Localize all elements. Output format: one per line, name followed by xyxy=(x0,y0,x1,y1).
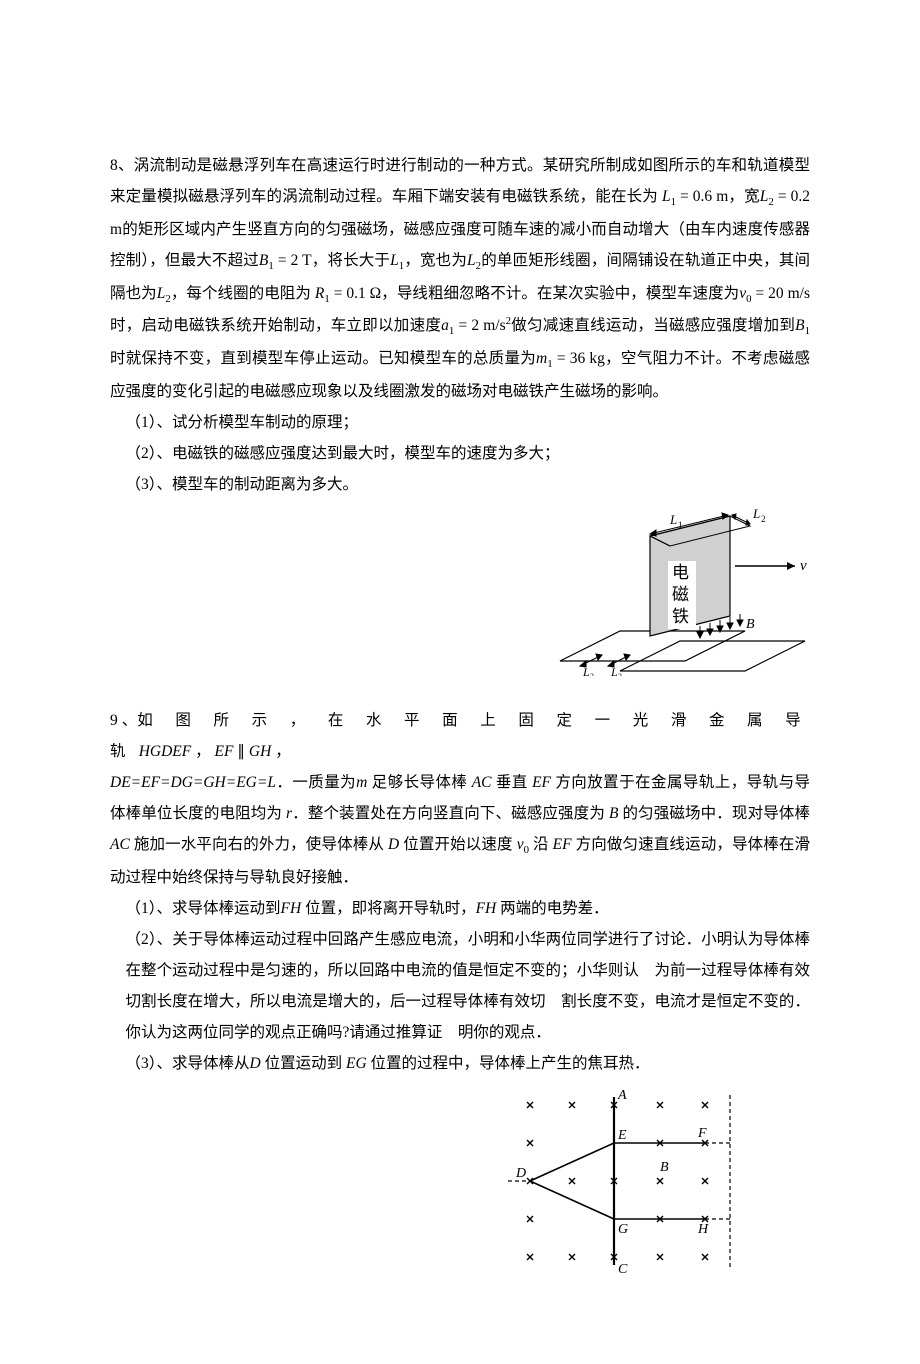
q9-eq: DE=EF=DG=GH=EG=L xyxy=(110,774,276,791)
q8-R1: R1 = 0.1 Ω xyxy=(315,285,381,302)
q9-s1c: 两端的电势差． xyxy=(500,900,609,917)
q8-L2s2: L2 xyxy=(157,285,171,302)
q9-figure-wrap: A C D E F G H B xyxy=(110,1085,810,1286)
q8-l3a: ，将长大于 xyxy=(312,252,391,269)
q9-l3b: 的匀强磁场中．现对导体棒 xyxy=(622,805,810,822)
q9-D: D xyxy=(388,836,399,853)
q9-FH2: FH xyxy=(476,900,497,917)
q9-AC2: AC xyxy=(110,836,130,853)
q9-s3a: （3）、求导体棒从 xyxy=(126,1055,250,1072)
q9-EF2: EF xyxy=(553,836,572,853)
q8-l4b: 时，启动电磁铁系统开始制动，车立即以加速度 xyxy=(110,317,441,334)
q9-l2b: ．一质量为 xyxy=(276,774,356,791)
svg-text:2: 2 xyxy=(618,672,622,676)
q9-fig-C: C xyxy=(618,1262,628,1275)
q8-number: 8、 xyxy=(110,157,134,174)
svg-text:2: 2 xyxy=(761,514,766,524)
q9-l3c: 施加一水平向右的外力，使导体棒从 xyxy=(134,836,384,853)
q8-a1: a1 = 2 m/s2 xyxy=(441,317,511,334)
q8-figure: L2 L1 电 磁 铁 v B xyxy=(550,506,810,676)
q9-fig-F: F xyxy=(697,1126,707,1141)
q9-s1a: （1）、求导体棒运动到 xyxy=(126,900,281,917)
q8-m1: m1 = 36 kg xyxy=(536,350,605,367)
q9-EG: EG xyxy=(346,1055,367,1072)
q8-fig-L1: L xyxy=(669,512,677,527)
q9-body: 9 、如 图 所 示 ， 在 水 平 面 上 固 定 一 光 滑 金 属 导 轨… xyxy=(110,705,810,893)
q9-figure: A C D E F G H B xyxy=(500,1085,750,1275)
q8-B1b: B1 xyxy=(795,317,810,334)
q9-HGDEF: HGDEF xyxy=(139,743,192,760)
q8-fig-v: v xyxy=(800,558,807,574)
q8-l5b: 时就保持不变，直到模型车停止运动。已知模型车的总质量为 xyxy=(110,350,536,367)
q9-l3d: 位置开始以速度 xyxy=(403,836,512,853)
q8-fig-L2a: L xyxy=(582,665,590,676)
q8-sub3: （3）、模型车的制动距离为多大。 xyxy=(110,469,810,500)
q8-v0: v0 = 20 m/s xyxy=(739,285,810,302)
q8-fig-box3: 铁 xyxy=(672,607,689,626)
q9-fig-H: H xyxy=(697,1222,709,1237)
q8-l5a: 做匀减速直线运动，当磁感应强度增加到 xyxy=(511,317,795,334)
q9-B: B xyxy=(609,805,618,822)
q8-figure-wrap: L2 L1 电 磁 铁 v B xyxy=(110,506,810,687)
q9-sub3: （3）、求导体棒从D 位置运动到 EG 位置的过程中，导体棒上产生的焦耳热． xyxy=(110,1048,810,1079)
q8-B1: B1 = 2 T xyxy=(259,252,312,269)
q9-l2c: 足够长导体棒 xyxy=(372,774,468,791)
q9-l3a: ．整个装置处在方向竖直向下、磁感应强度为 xyxy=(292,805,605,822)
q8-l2a: ，宽 xyxy=(728,188,759,205)
q9-fig-G: G xyxy=(618,1222,628,1237)
q9-number: 9 、 xyxy=(110,712,137,729)
q9-l3e: 沿 xyxy=(533,836,549,853)
q8-l3d: ，每个线圈的电阻为 xyxy=(171,285,311,302)
q9-v0: v0 xyxy=(517,836,529,853)
q9-fig-Bl: B xyxy=(660,1160,669,1175)
q8-l4a: ，导线粗细忽略不计。在某次实验中，模型车速度为 xyxy=(381,285,739,302)
q9-AC: AC xyxy=(472,774,492,791)
svg-text:2: 2 xyxy=(590,672,594,676)
q8-fig-L2-top: L xyxy=(752,506,760,521)
q9-s3b: 位置运动到 xyxy=(265,1055,343,1072)
q9-s1b: 位置，即将离开导轨时， xyxy=(305,900,476,917)
q8-L1s: L1 xyxy=(390,252,404,269)
q8-fig-box2: 磁 xyxy=(672,585,689,604)
q9-fig-D: D xyxy=(515,1166,526,1181)
q9-sub2: （2）、关于导体棒运动过程中回路产生感应电流，小明和小华两位同学进行了讨论．小明… xyxy=(110,924,810,1048)
q9-sub1: （1）、求导体棒运动到FH 位置，即将离开导轨时，FH 两端的电势差． xyxy=(110,893,810,924)
q8-fig-B: B xyxy=(746,617,755,632)
q9-EFGH: EF ∥ GH xyxy=(214,743,271,760)
q8-sub2: （2）、电磁铁的磁感应强度达到最大时，模型车的速度为多大； xyxy=(110,438,810,469)
q9-m1: ， xyxy=(195,743,211,760)
q8-sub1: （1）、试分析模型车制动的原理； xyxy=(110,407,810,438)
page: 8、涡流制动是磁悬浮列车在高速运行时进行制动的一种方式。某研究所制成如图所示的车… xyxy=(0,0,920,1364)
q8-fig-L2b: L xyxy=(610,665,618,676)
q9-l2d: 垂直 xyxy=(496,774,528,791)
q9-m2: ， xyxy=(275,743,291,760)
q9-FH: FH xyxy=(281,900,302,917)
q9-fig-E: E xyxy=(617,1128,627,1143)
q8-L2s: L2 xyxy=(467,252,481,269)
q8-fig-box1: 电 xyxy=(672,563,689,582)
q9-fig-A: A xyxy=(617,1088,627,1103)
q9-D2: D xyxy=(250,1055,261,1072)
q9-s3c: 位置的过程中，导体棒上产生的焦耳热． xyxy=(371,1055,650,1072)
q8-L1: L1 = 0.6 m xyxy=(662,188,728,205)
q8-l3b: ，宽也为 xyxy=(404,252,467,269)
q9-EF: EF xyxy=(532,774,551,791)
q9-m: m xyxy=(356,774,367,791)
svg-text:1: 1 xyxy=(678,520,683,530)
q8-body: 8、涡流制动是磁悬浮列车在高速运行时进行制动的一种方式。某研究所制成如图所示的车… xyxy=(110,150,810,407)
